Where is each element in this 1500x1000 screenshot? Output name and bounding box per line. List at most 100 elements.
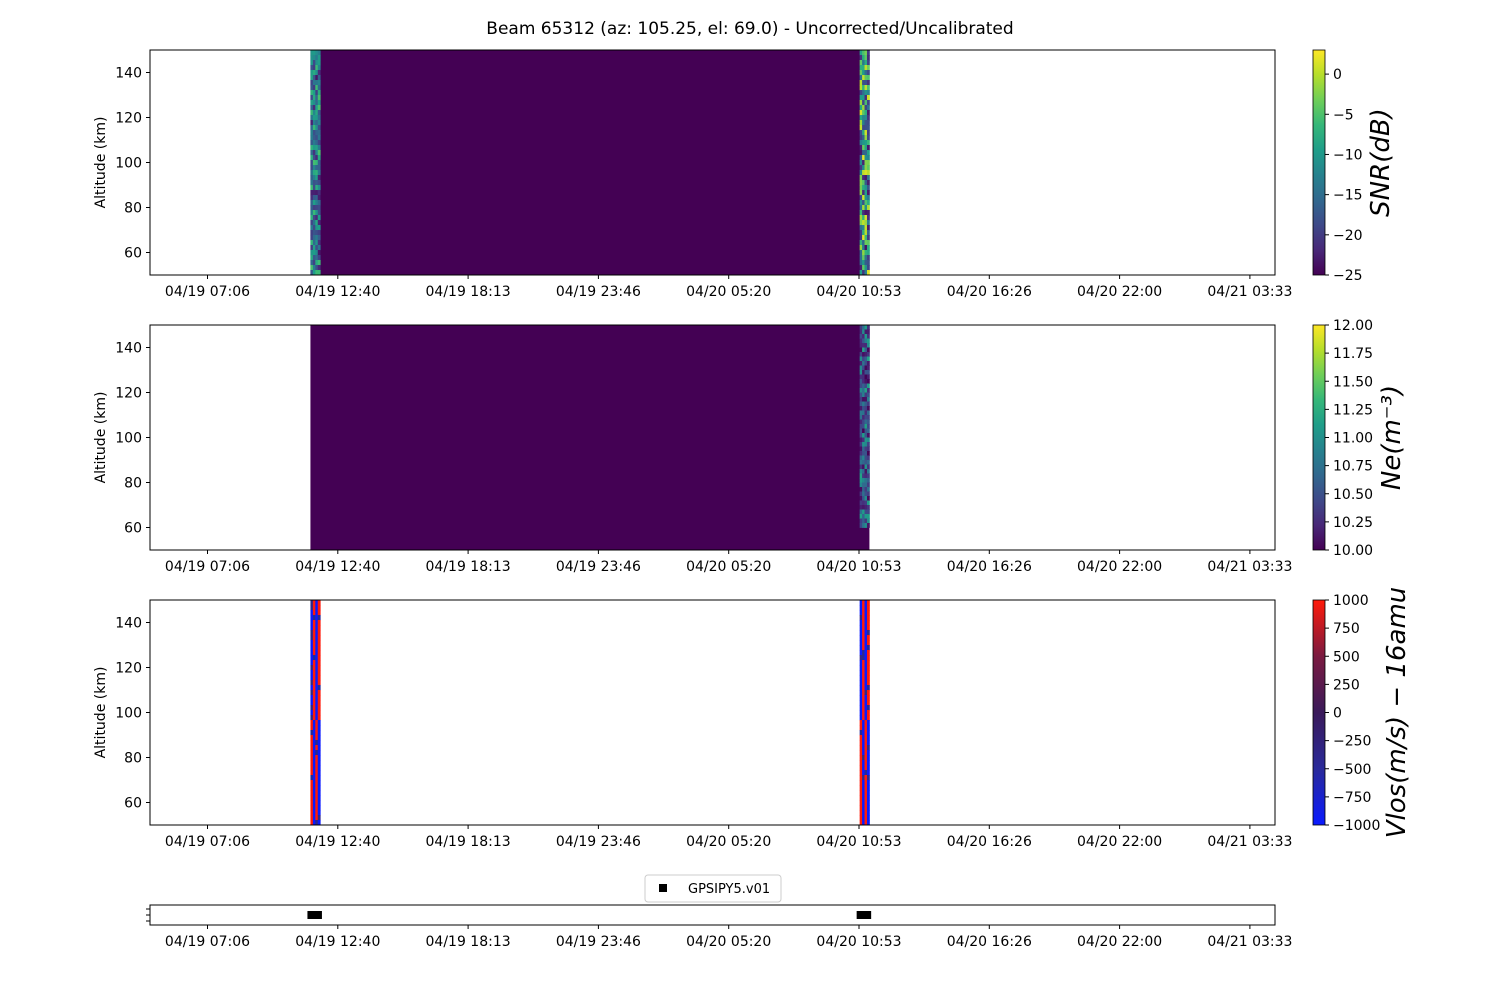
heatmap-cell [312,180,316,186]
heatmap-cell [317,250,321,256]
heatmap-cell [864,482,868,488]
heatmap-cell [866,810,870,816]
heatmap-cell [310,55,314,61]
heatmap-cell [862,720,865,726]
heatmap-cell [862,760,865,766]
heatmap-cell [862,365,865,371]
heatmap-cell [310,705,314,711]
heatmap-cell [862,620,865,626]
heatmap-cell [866,487,870,492]
x-tick-label: 04/21 03:33 [1207,559,1292,575]
heatmap-cell [315,175,319,181]
heatmap-cell [864,406,868,411]
heatmap-cell [859,325,863,330]
heatmap-cell [866,615,870,621]
heatmap-cell [862,235,865,241]
heatmap-cell [312,135,316,141]
heatmap-cell [859,155,863,161]
heatmap-cell [864,85,868,91]
heatmap-cell [859,780,863,786]
heatmap-cell [315,660,319,666]
heatmap-cell [864,680,868,686]
heatmap-cell [859,130,863,136]
heatmap-cell [859,437,863,443]
heatmap-cell [312,110,316,116]
heatmap-cell [864,356,868,362]
heatmap-cell [859,90,863,96]
heatmap-cell [866,715,870,721]
heatmap-cell [315,695,319,701]
heatmap-cell [864,800,868,806]
heatmap-cell [862,820,865,825]
heatmap-cell [317,135,321,141]
heatmap-cell [310,800,314,806]
vlos-colorbar [1312,599,1326,826]
heatmap-cell [862,451,865,456]
heatmap-cell [317,745,321,751]
heatmap-cell [864,270,868,275]
heatmap-cell [859,790,863,796]
heatmap-cell [312,755,316,761]
x-tick-label: 04/20 10:53 [816,934,901,950]
heatmap-cell [310,695,314,701]
heatmap-cell [317,220,321,226]
colorbar-tick-label: 750 [1333,621,1360,637]
heatmap-cell [310,660,314,666]
heatmap-cell [864,665,868,671]
heatmap-cell [866,650,870,656]
heatmap-cell [315,630,319,636]
heatmap-cell [864,370,868,375]
heatmap-cell [859,175,863,181]
heatmap-cell [312,750,316,756]
heatmap-cell [312,700,316,706]
heatmap-cell [864,780,868,786]
heatmap-cell [866,255,870,261]
heatmap-cell [312,230,316,236]
heatmap-cell [315,640,319,646]
heatmap-cell [864,725,868,731]
x-tick-label: 04/20 22:00 [1077,934,1162,950]
heatmap-cell [312,670,316,676]
heatmap-cell [859,795,863,801]
heatmap-cell [859,765,863,771]
heatmap-cell [317,90,321,96]
heatmap-cell [864,670,868,676]
heatmap-cell [312,695,316,701]
heatmap-cell [864,442,868,447]
heatmap-cell [310,210,314,216]
heatmap-cell [312,210,316,216]
heatmap-cell [864,165,868,171]
heatmap-cell [859,401,863,407]
panel-vlos: 04/19 07:06 04/19 12:40 04/19 18:13 04/19 2… [93,587,1412,850]
colorbar-tick-label: 0 [1333,67,1342,83]
heatmap-cell [866,397,870,402]
heatmap-cell [866,437,870,443]
heatmap-cell [862,225,865,231]
heatmap-cell [866,478,870,483]
heatmap-cell [859,740,863,746]
heatmap-cell [866,620,870,626]
heatmap-cell [859,388,863,393]
heatmap-cell [864,770,868,776]
heatmap-cell [866,665,870,671]
heatmap-cell [862,735,865,741]
heatmap-cell [315,255,319,261]
heatmap-cell [866,410,870,416]
heatmap-cell [866,90,870,96]
heatmap-cell [864,514,868,519]
heatmap-cell [315,620,319,626]
heatmap-cell [310,185,314,191]
heatmap-cell [859,770,863,776]
heatmap-cell [317,195,321,201]
heatmap-cell [864,260,868,266]
x-tick-label: 04/20 05:20 [686,559,771,575]
heatmap-cell [317,730,321,736]
heatmap-cell [862,424,865,429]
heatmap-cell [310,85,314,91]
heatmap-cell [866,225,870,231]
heatmap-cell [864,473,868,479]
heatmap-cell [864,660,868,666]
heatmap-cell [315,165,319,171]
heatmap-cell [859,665,863,671]
heatmap-cell [862,509,865,515]
